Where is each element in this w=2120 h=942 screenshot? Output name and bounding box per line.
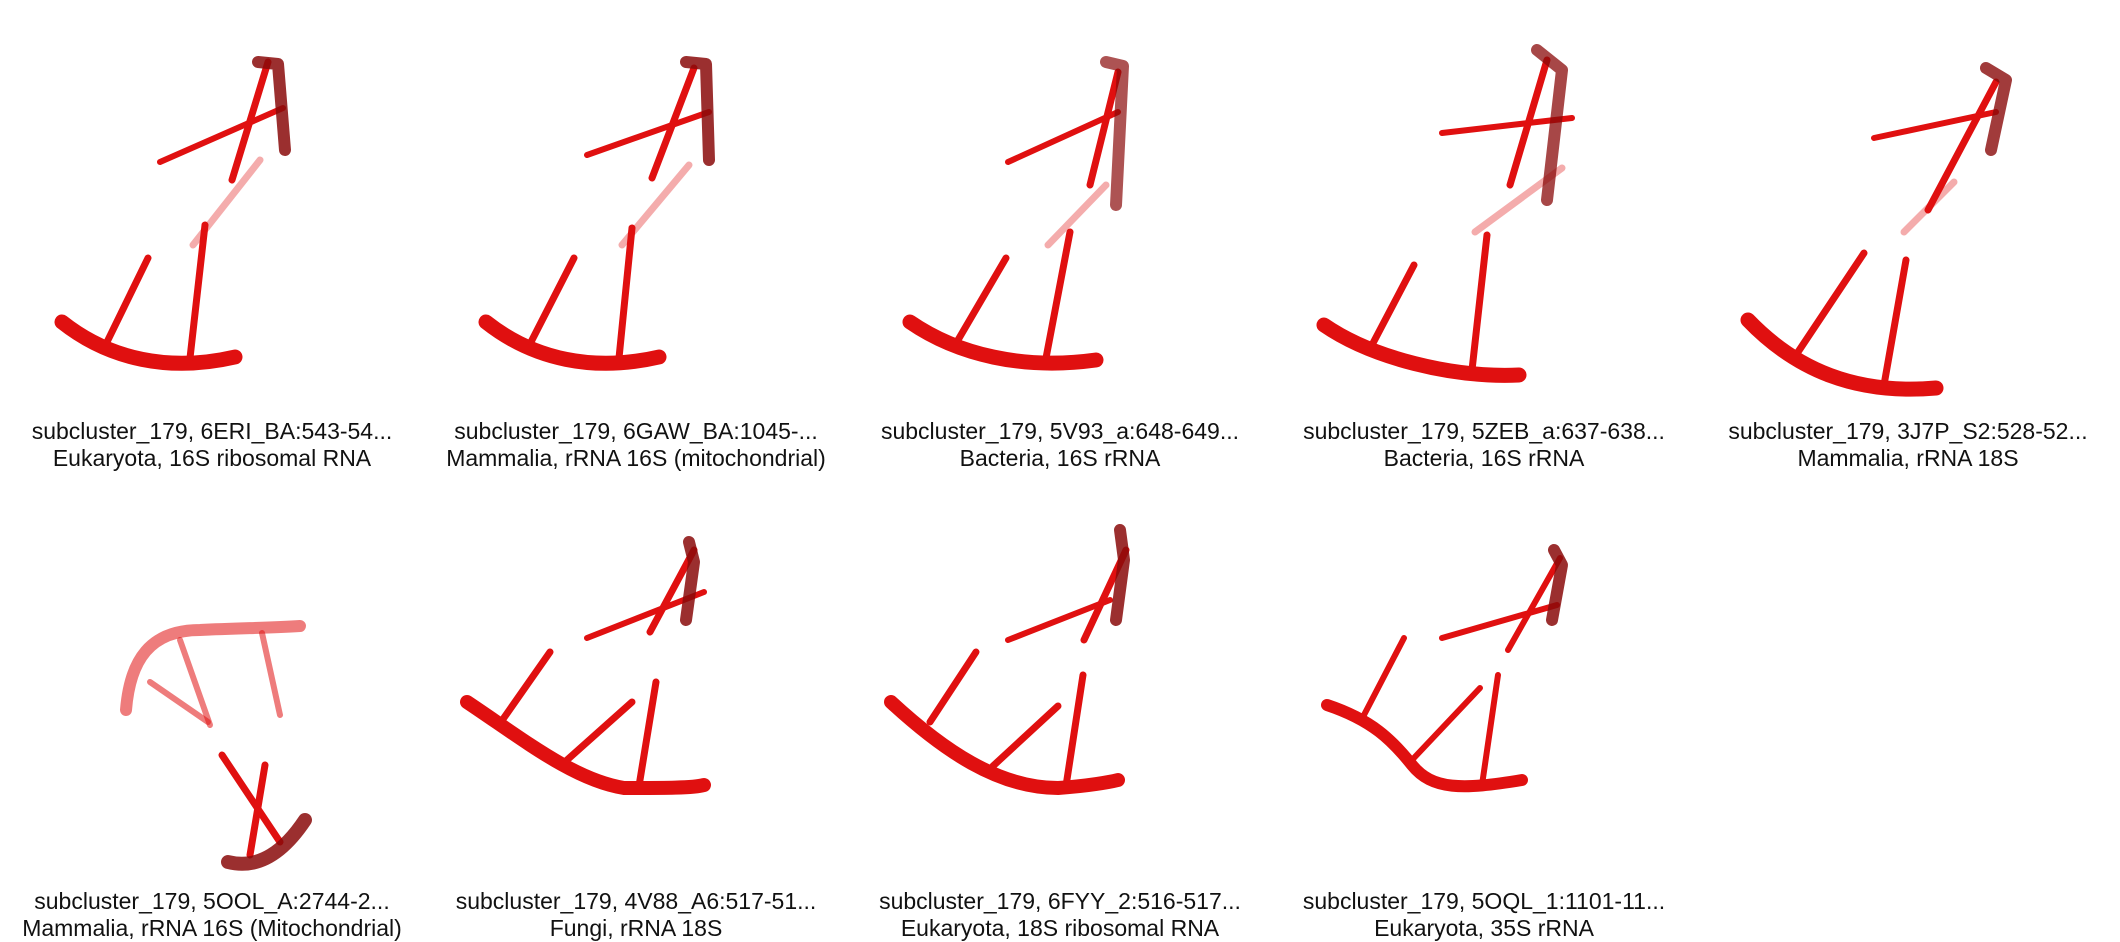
- caption-title: subcluster_179, 5ZEB_a:637-638...: [1303, 418, 1665, 444]
- rna-structure-render: [1316, 44, 1575, 383]
- structure-caption: subcluster_179, 5V93_a:648-649... Bacter…: [848, 418, 1272, 472]
- rna-structure-render: [1740, 62, 2012, 397]
- caption-subtitle: Eukaryota, 35S rRNA: [1374, 915, 1594, 941]
- caption-title: subcluster_179, 4V88_A6:517-51...: [455, 888, 817, 914]
- structure-caption: subcluster_179, 6GAW_BA:1045-... Mammali…: [424, 418, 848, 472]
- structure-panel-5oql: subcluster_179, 5OQL_1:1101-11... Eukary…: [1272, 470, 1696, 942]
- rna-structure-render: [478, 56, 715, 371]
- structure-caption: subcluster_179, 6FYY_2:516-517... Eukary…: [848, 888, 1272, 942]
- caption-subtitle: Mammalia, rRNA 16S (Mitochondrial): [22, 915, 402, 941]
- caption-title: subcluster_179, 3J7P_S2:528-52...: [1728, 418, 2088, 444]
- caption-title: subcluster_179, 5OOL_A:2744-2...: [34, 888, 390, 914]
- structure-panel-6fyy: subcluster_179, 6FYY_2:516-517... Eukary…: [848, 470, 1272, 942]
- structure-panel-5zeb: subcluster_179, 5ZEB_a:637-638... Bacter…: [1272, 0, 1696, 472]
- rna-structure-render: [54, 56, 291, 371]
- structure-panel-3j7p: subcluster_179, 3J7P_S2:528-52... Mammal…: [1696, 0, 2120, 472]
- caption-title: subcluster_179, 5V93_a:648-649...: [880, 418, 1240, 444]
- caption-subtitle: Eukaryota, 16S ribosomal RNA: [52, 445, 372, 471]
- caption-subtitle: Mammalia, rRNA 16S (mitochondrial): [446, 445, 826, 471]
- structure-panel-6eri: subcluster_179, 6ERI_BA:543-54... Eukary…: [0, 0, 424, 472]
- caption-title: subcluster_179, 6ERI_BA:543-54...: [31, 418, 393, 444]
- structure-caption: subcluster_179, 6ERI_BA:543-54... Eukary…: [0, 418, 424, 472]
- caption-subtitle: Fungi, rRNA 18S: [549, 915, 723, 941]
- caption-title: subcluster_179, 5OQL_1:1101-11...: [1302, 888, 1666, 914]
- rna-structure-render: [902, 56, 1129, 371]
- caption-title: subcluster_179, 6FYY_2:516-517...: [879, 888, 1241, 914]
- caption-subtitle: Bacteria, 16S rRNA: [1383, 445, 1585, 471]
- structure-panel-5v93: subcluster_179, 5V93_a:648-649... Bacter…: [848, 0, 1272, 472]
- structure-caption: subcluster_179, 5OOL_A:2744-2... Mammali…: [0, 888, 424, 942]
- structure-caption: subcluster_179, 5ZEB_a:637-638... Bacter…: [1272, 418, 1696, 472]
- caption-subtitle: Bacteria, 16S rRNA: [959, 445, 1161, 471]
- structure-caption: subcluster_179, 4V88_A6:517-51... Fungi,…: [424, 888, 848, 942]
- caption-subtitle: Eukaryota, 18S ribosomal RNA: [900, 915, 1220, 941]
- structure-caption: subcluster_179, 5OQL_1:1101-11... Eukary…: [1272, 888, 1696, 942]
- rna-structure-render: [460, 536, 711, 795]
- rna-structure-render: [884, 524, 1130, 795]
- structure-panel-6gaw: subcluster_179, 6GAW_BA:1045-... Mammali…: [424, 0, 848, 472]
- caption-title: subcluster_179, 6GAW_BA:1045-...: [454, 418, 818, 444]
- rna-structure-render: [1321, 544, 1568, 793]
- structure-panel-4v88: subcluster_179, 4V88_A6:517-51... Fungi,…: [424, 470, 848, 942]
- structure-panel-5ool: subcluster_179, 5OOL_A:2744-2... Mammali…: [0, 470, 424, 942]
- rna-structure-render: [120, 620, 312, 871]
- structure-caption: subcluster_179, 3J7P_S2:528-52... Mammal…: [1696, 418, 2120, 472]
- caption-subtitle: Mammalia, rRNA 18S: [1797, 445, 2019, 471]
